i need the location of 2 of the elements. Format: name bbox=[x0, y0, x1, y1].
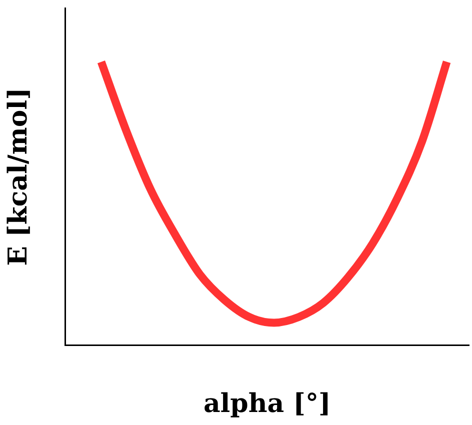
x-axis-title: alpha [°] bbox=[203, 389, 331, 420]
y-axis-title: E [kcal/mol] bbox=[3, 88, 34, 266]
